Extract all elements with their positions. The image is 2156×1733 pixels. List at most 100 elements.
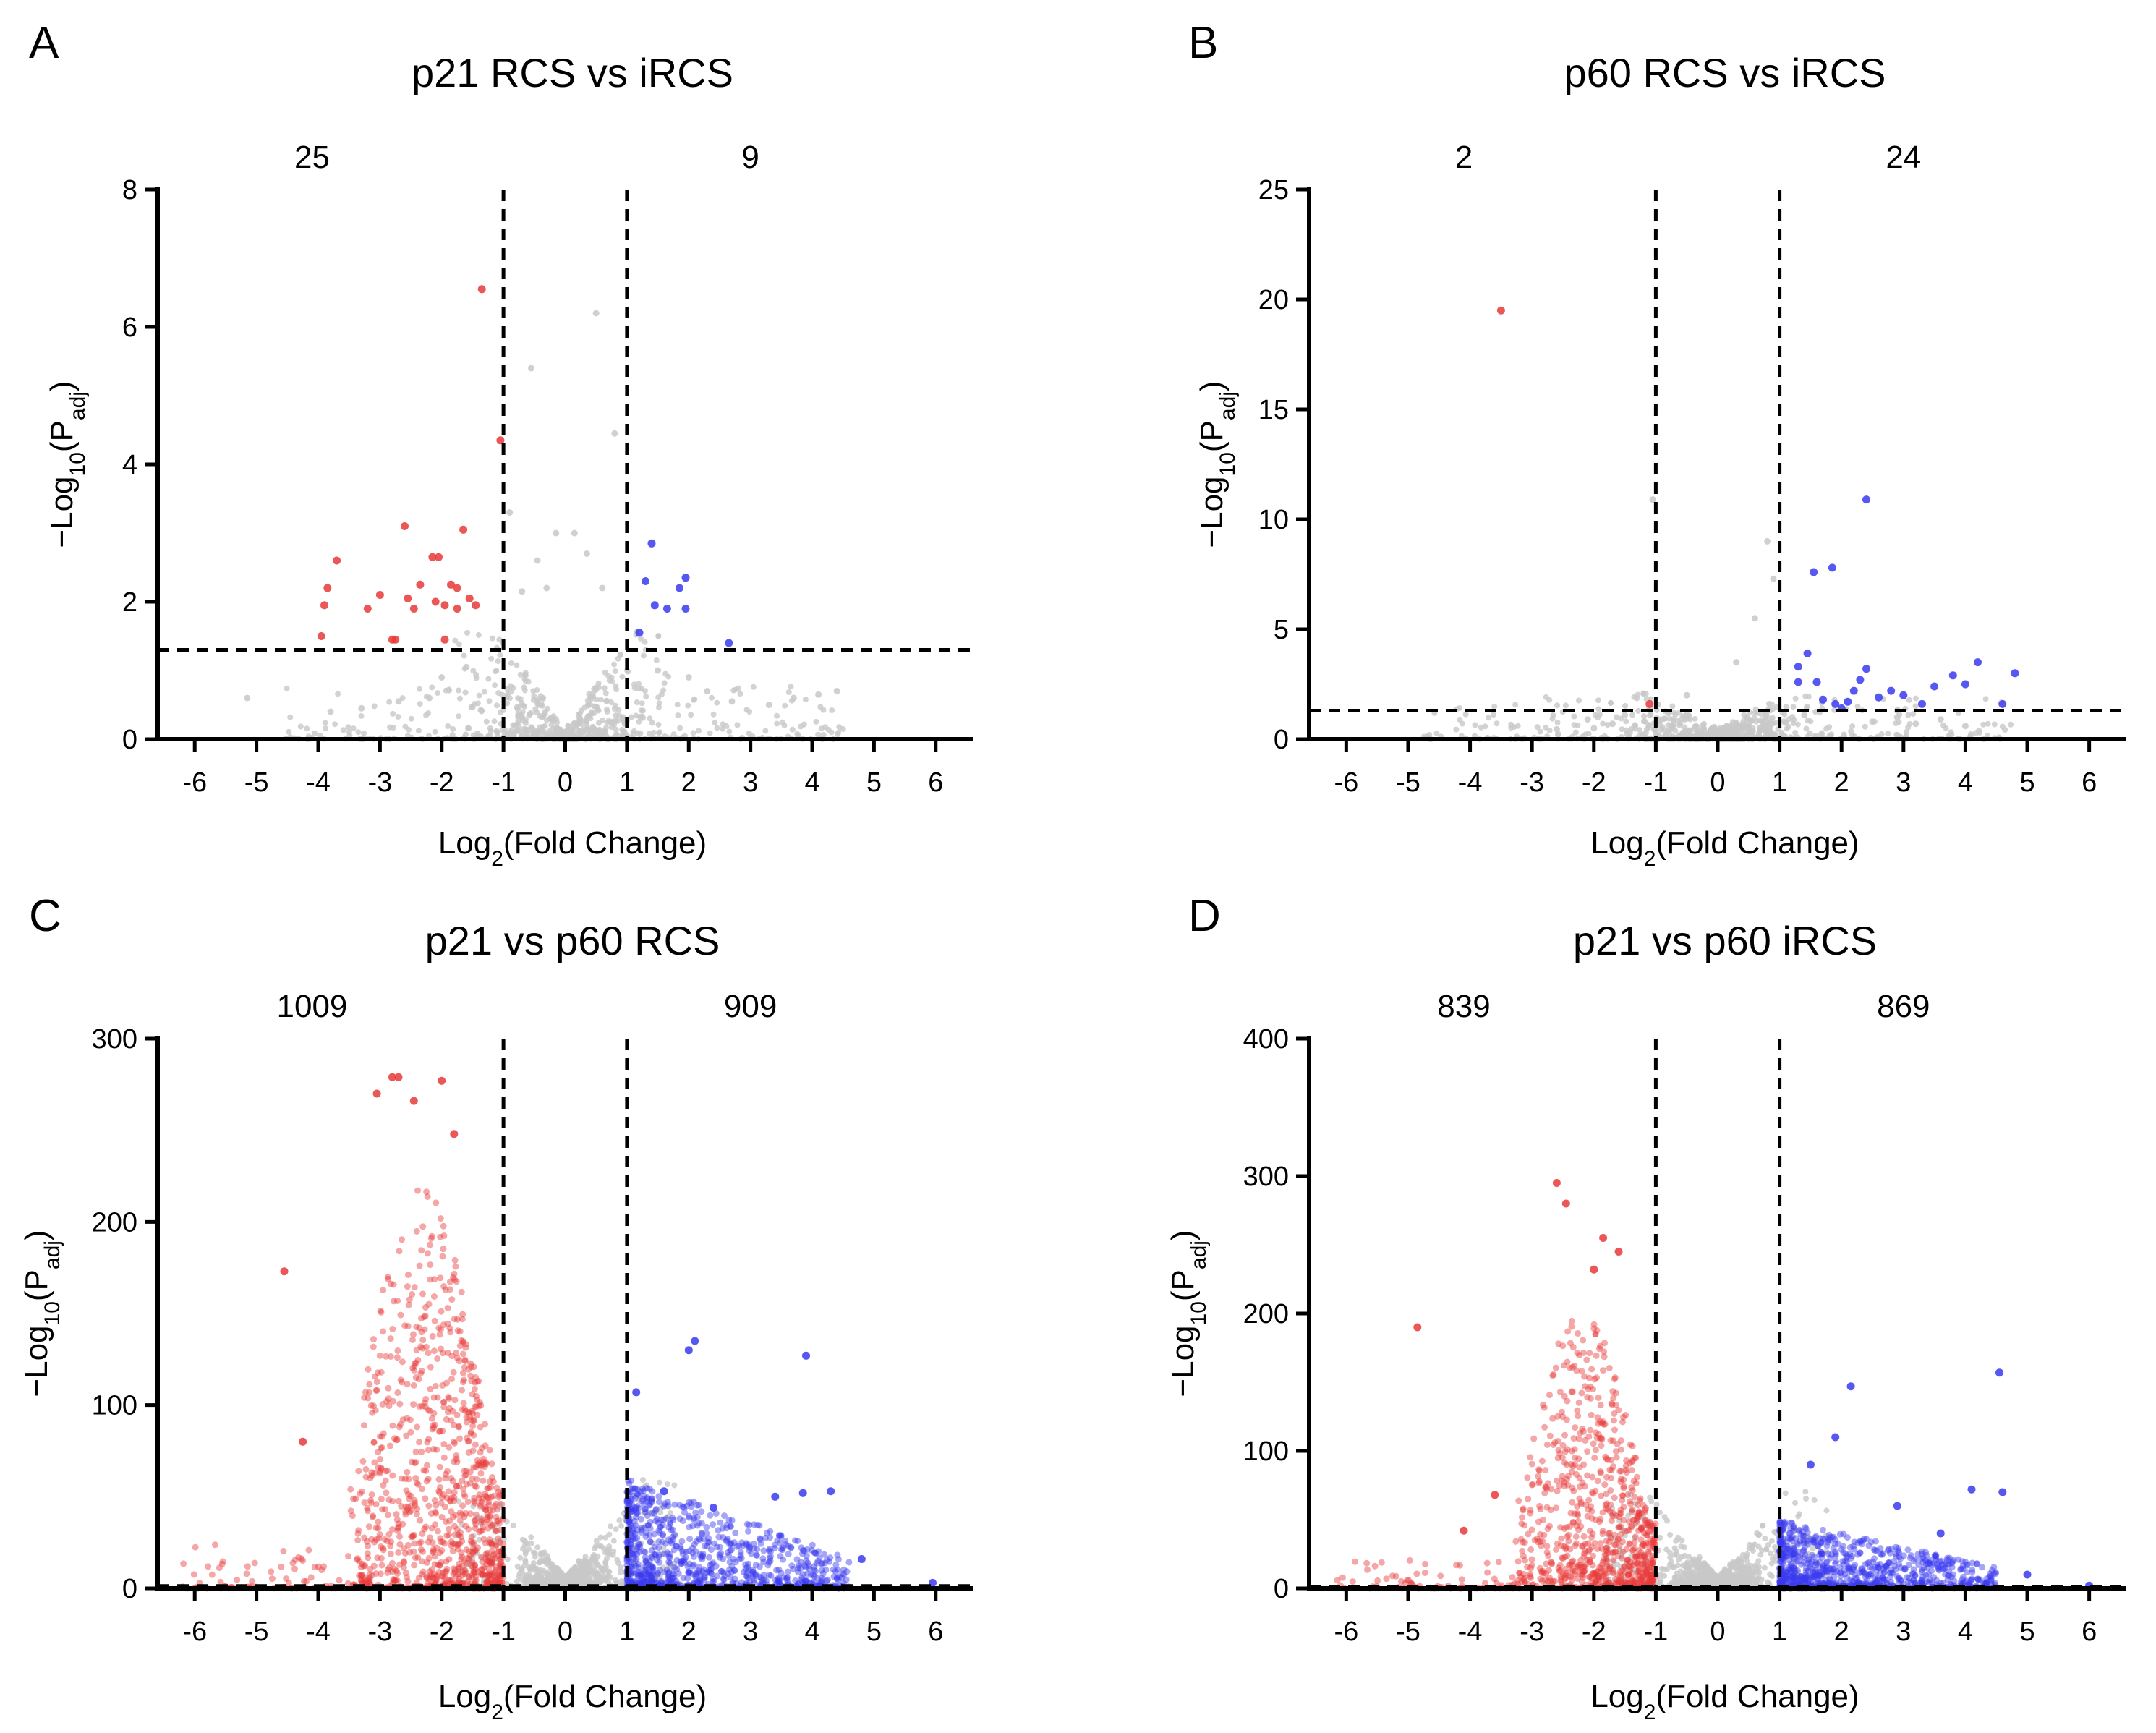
up-point xyxy=(442,1470,449,1478)
up-point xyxy=(431,597,440,606)
down-point xyxy=(2011,669,2019,678)
up-point xyxy=(465,1449,472,1456)
ns-point xyxy=(481,689,487,695)
ns-point xyxy=(1764,537,1771,545)
down-point xyxy=(663,1567,670,1574)
up-point xyxy=(477,285,486,294)
ns-point xyxy=(552,727,558,733)
down-point xyxy=(665,1536,672,1543)
down-point xyxy=(1794,663,1802,671)
up-point xyxy=(205,1563,212,1570)
up-point xyxy=(447,580,455,589)
ns-point xyxy=(1622,703,1629,709)
ns-point xyxy=(781,722,788,728)
ns-point xyxy=(728,698,736,705)
up-point xyxy=(467,1372,474,1379)
ns-point xyxy=(1647,712,1653,718)
ns-point xyxy=(1554,732,1561,738)
up-point xyxy=(180,1560,187,1567)
ns-point xyxy=(736,685,741,691)
ns-point xyxy=(765,702,772,708)
ns-point xyxy=(1823,725,1830,732)
up-point xyxy=(493,1484,500,1491)
up-point xyxy=(299,1437,307,1446)
ns-point xyxy=(493,668,499,675)
ns-point xyxy=(606,1546,613,1553)
down-point xyxy=(730,1539,738,1546)
ns-point xyxy=(707,730,713,736)
down-point xyxy=(641,1493,648,1500)
up-point xyxy=(244,1563,251,1570)
up-point xyxy=(472,1482,478,1489)
up-point xyxy=(442,1286,449,1293)
down-point xyxy=(681,1556,688,1563)
up-point xyxy=(355,1527,362,1534)
up-point xyxy=(407,1492,414,1499)
ns-point xyxy=(788,684,794,690)
up-point xyxy=(430,1575,437,1582)
up-point xyxy=(450,1130,459,1138)
up-point xyxy=(438,1499,445,1507)
ns-point xyxy=(1802,1489,1809,1495)
up-point xyxy=(409,1533,417,1540)
down-point xyxy=(697,1554,704,1561)
up-point xyxy=(361,1394,368,1401)
ns-point xyxy=(478,708,485,715)
up-point xyxy=(393,1354,401,1361)
ns-point xyxy=(346,732,353,738)
ns-point xyxy=(591,686,597,692)
up-point xyxy=(490,1478,497,1486)
up-point xyxy=(412,1360,419,1367)
up-point xyxy=(430,1424,438,1431)
up-point xyxy=(393,1577,401,1584)
up-point xyxy=(249,1577,256,1585)
up-point xyxy=(478,1516,485,1523)
ns-point xyxy=(1782,1490,1789,1496)
ns-point xyxy=(508,660,514,666)
up-point xyxy=(416,1403,423,1410)
up-point xyxy=(444,1305,451,1311)
up-point xyxy=(418,1315,425,1322)
up-point xyxy=(460,1400,467,1407)
x-tick-label: 3 xyxy=(743,1617,758,1647)
down-point xyxy=(802,1351,810,1360)
ns-point xyxy=(1732,725,1739,732)
ns-point xyxy=(527,1565,533,1572)
up-point xyxy=(345,1553,352,1560)
ns-point xyxy=(1807,718,1814,725)
y-tick-label: 8 xyxy=(122,175,137,205)
ns-point xyxy=(1912,720,1919,728)
ns-point xyxy=(587,727,593,733)
up-point xyxy=(473,1476,480,1483)
up-point xyxy=(368,1472,375,1479)
down-point xyxy=(640,1487,647,1494)
ns-point xyxy=(322,720,328,726)
up-point xyxy=(399,1236,405,1243)
up-point xyxy=(433,1199,440,1206)
x-tick-label: 3 xyxy=(1896,767,1911,798)
up-point xyxy=(496,436,505,445)
down-point xyxy=(690,1498,697,1505)
up-point xyxy=(380,1287,387,1294)
ns-point xyxy=(613,686,620,693)
up-point xyxy=(380,1328,387,1335)
ns-point xyxy=(612,702,618,709)
ns-point xyxy=(599,584,606,592)
ns-point xyxy=(475,631,482,638)
up-point xyxy=(416,1262,423,1269)
up-point xyxy=(364,1507,371,1515)
ns-point xyxy=(802,697,809,702)
up-point xyxy=(430,1394,438,1401)
ns-point xyxy=(637,635,644,642)
up-point xyxy=(500,1541,507,1547)
ns-point xyxy=(516,704,522,710)
ns-point xyxy=(539,714,545,720)
up-point xyxy=(364,1550,371,1557)
ns-point xyxy=(507,729,514,736)
up-point xyxy=(359,1457,367,1465)
up-point xyxy=(416,580,425,589)
ns-point xyxy=(636,718,642,725)
up-point xyxy=(404,1468,411,1476)
up-point xyxy=(251,1559,258,1567)
ns-point xyxy=(538,726,545,733)
